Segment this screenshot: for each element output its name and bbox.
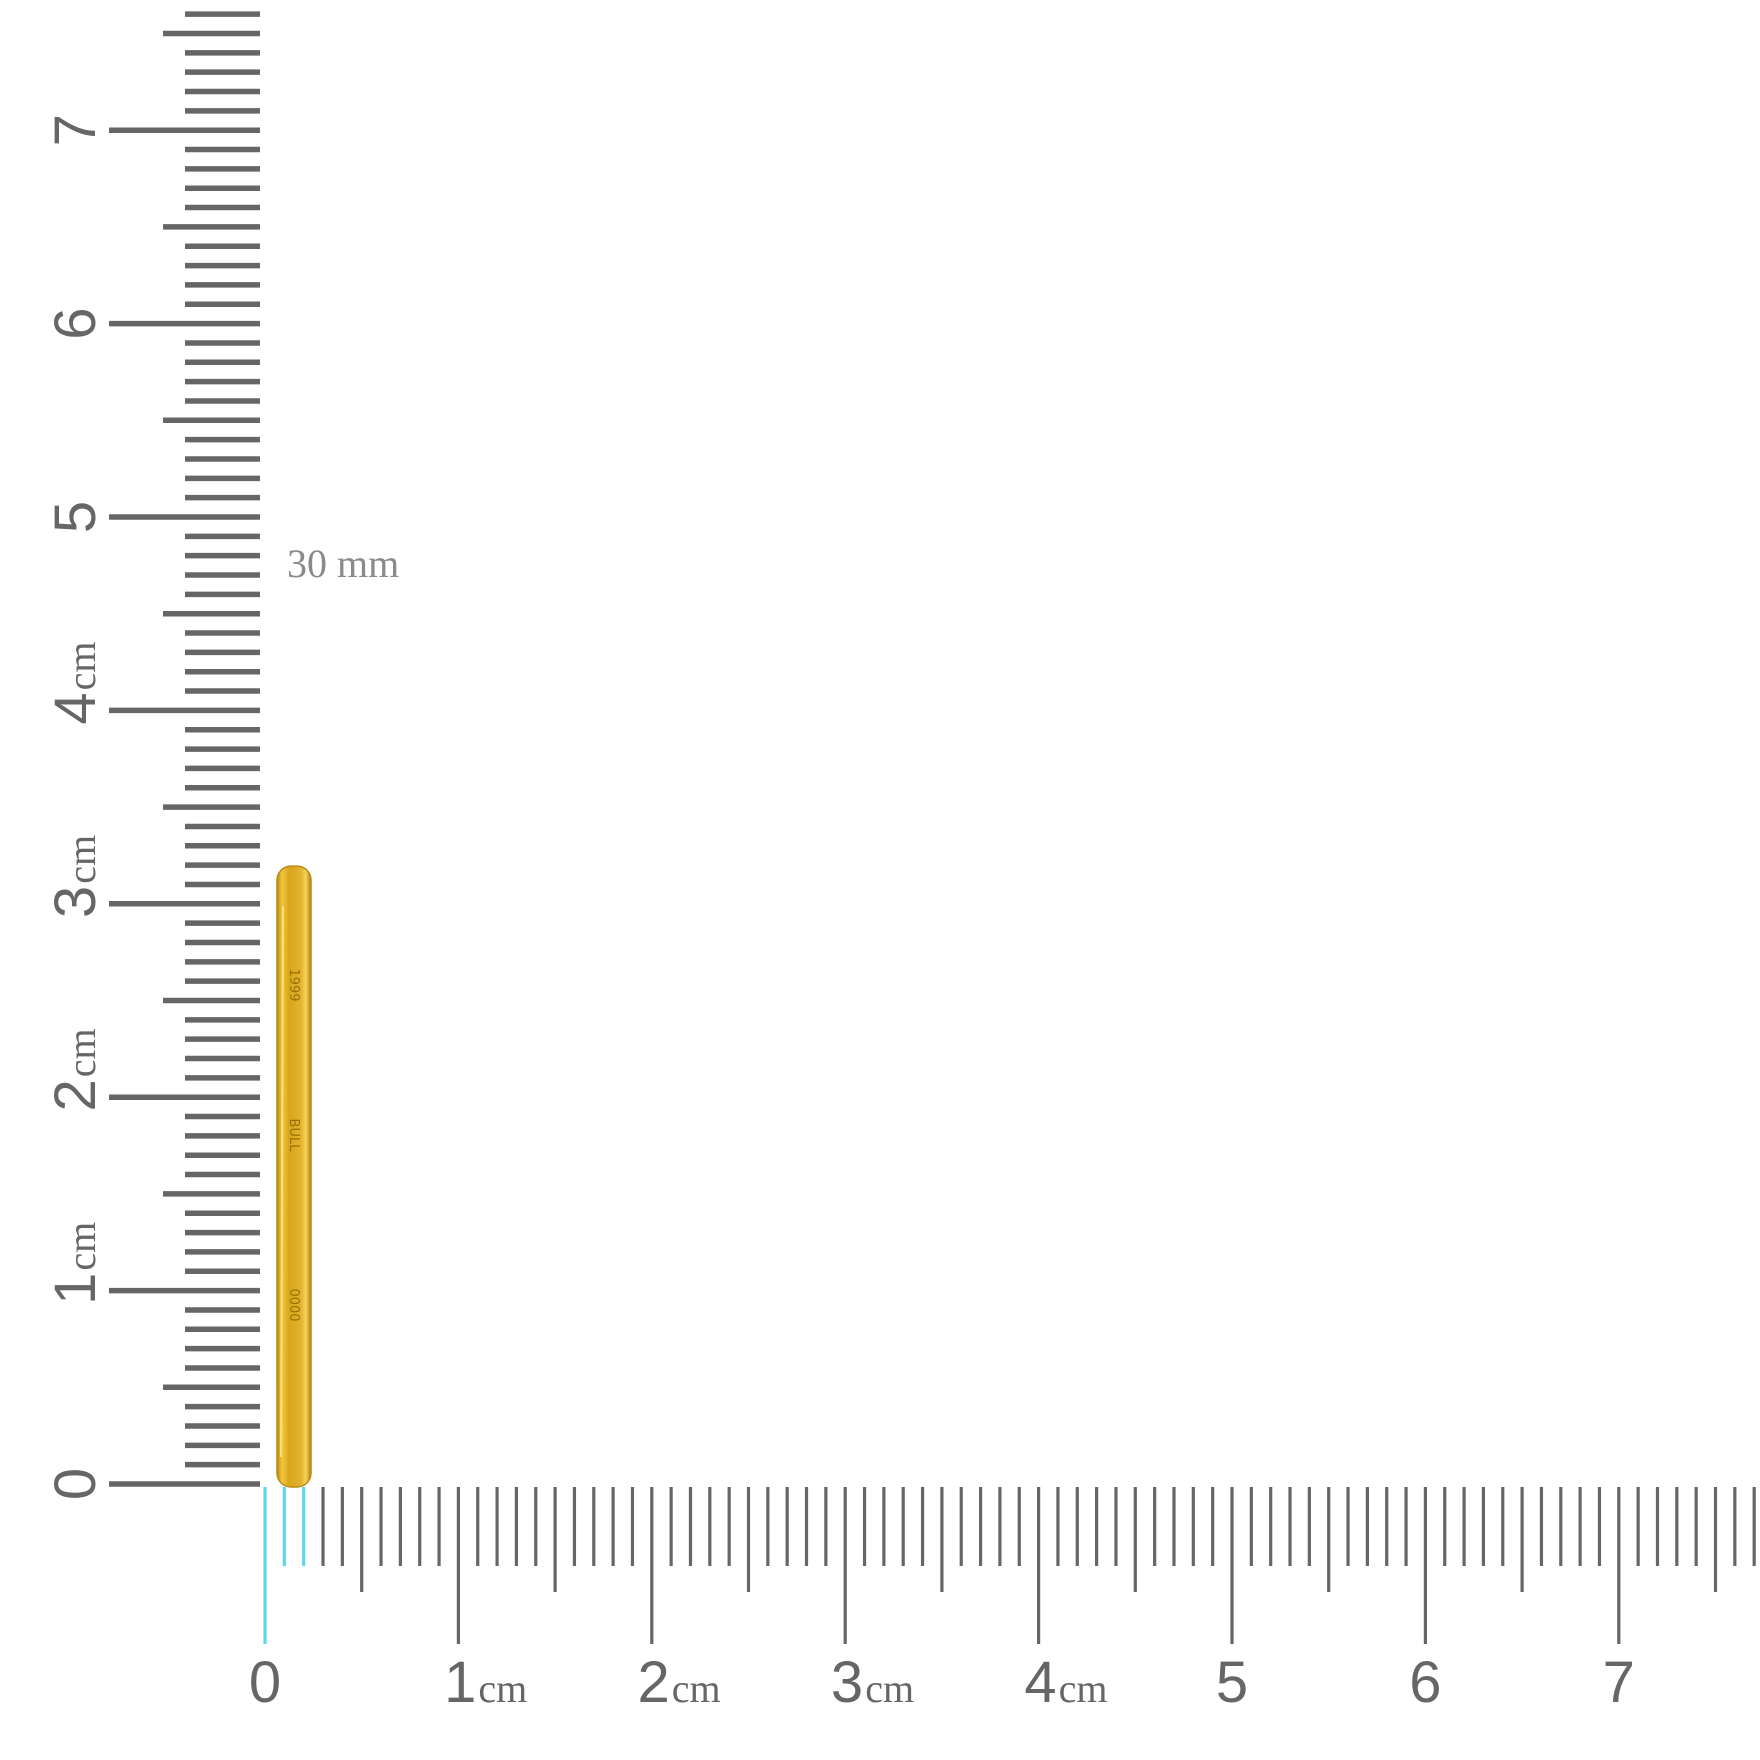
unit-label: cm bbox=[59, 835, 104, 884]
vertical-ruler-value: 6 bbox=[43, 307, 108, 339]
unit-label: cm bbox=[59, 1028, 104, 1077]
vertical-ruler-value: 2 bbox=[43, 1079, 108, 1111]
coin-edge-mark-text: BULL bbox=[286, 1119, 301, 1153]
horizontal-ruler-label: 2 bbox=[638, 1650, 670, 1715]
coin-body bbox=[276, 865, 312, 1488]
unit-label: cm bbox=[59, 642, 104, 691]
horizontal-ruler-label: 5 bbox=[1216, 1650, 1248, 1715]
unit-label: cm bbox=[59, 1222, 104, 1271]
vertical-ruler-value: 4 bbox=[43, 692, 108, 724]
vertical-ruler bbox=[109, 11, 260, 1487]
measurement-label: 30 mm bbox=[287, 541, 400, 586]
coin-edge-mark: 1999 bbox=[286, 968, 301, 1001]
vertical-ruler-label: 3cm bbox=[43, 835, 108, 918]
horizontal-ruler-label: 7 bbox=[1603, 1650, 1635, 1715]
horizontal-ruler-label: 6 bbox=[1409, 1650, 1441, 1715]
coin-edge-mark-text: 0000 bbox=[286, 1288, 301, 1321]
vertical-ruler-label: 7 bbox=[43, 114, 108, 146]
unit-label: cm bbox=[672, 1666, 721, 1711]
vertical-ruler-value: 1 bbox=[43, 1273, 108, 1305]
vertical-ruler-label: 4cm bbox=[43, 642, 108, 725]
horizontal-ruler-label: 1 bbox=[444, 1650, 476, 1715]
unit-label: cm bbox=[865, 1666, 914, 1711]
vertical-ruler-label: 6 bbox=[43, 307, 108, 339]
unit-label: cm bbox=[478, 1666, 527, 1711]
vertical-ruler-label: 2cm bbox=[43, 1028, 108, 1111]
horizontal-ruler-label: 3 bbox=[831, 1650, 863, 1715]
gold-coin-edge: 1999 BULL 0000 bbox=[276, 865, 312, 1488]
vertical-ruler-value: 3 bbox=[43, 886, 108, 918]
horizontal-ruler bbox=[263, 1487, 1756, 1644]
vertical-ruler-value: 7 bbox=[43, 114, 108, 146]
vertical-ruler-label: 0 bbox=[43, 1468, 108, 1500]
unit-label: cm bbox=[1059, 1666, 1108, 1711]
coin-highlight bbox=[280, 906, 284, 1458]
coin-edge-mark: BULL bbox=[286, 1119, 301, 1153]
coin-edge-mark-text: 1999 bbox=[286, 968, 301, 1001]
vertical-ruler-label: 5 bbox=[43, 501, 108, 533]
coin-edge-mark: 0000 bbox=[286, 1288, 301, 1321]
vertical-ruler-value: 0 bbox=[43, 1468, 108, 1500]
vertical-ruler-value: 5 bbox=[43, 501, 108, 533]
horizontal-ruler-label: 4 bbox=[1024, 1650, 1056, 1715]
horizontal-ruler-labels: 0 1 cm 2 cm 3 cm 4 cm 5 6 7 bbox=[249, 1650, 1635, 1715]
horizontal-ruler-label: 0 bbox=[249, 1650, 281, 1715]
vertical-ruler-label: 1cm bbox=[43, 1222, 108, 1305]
